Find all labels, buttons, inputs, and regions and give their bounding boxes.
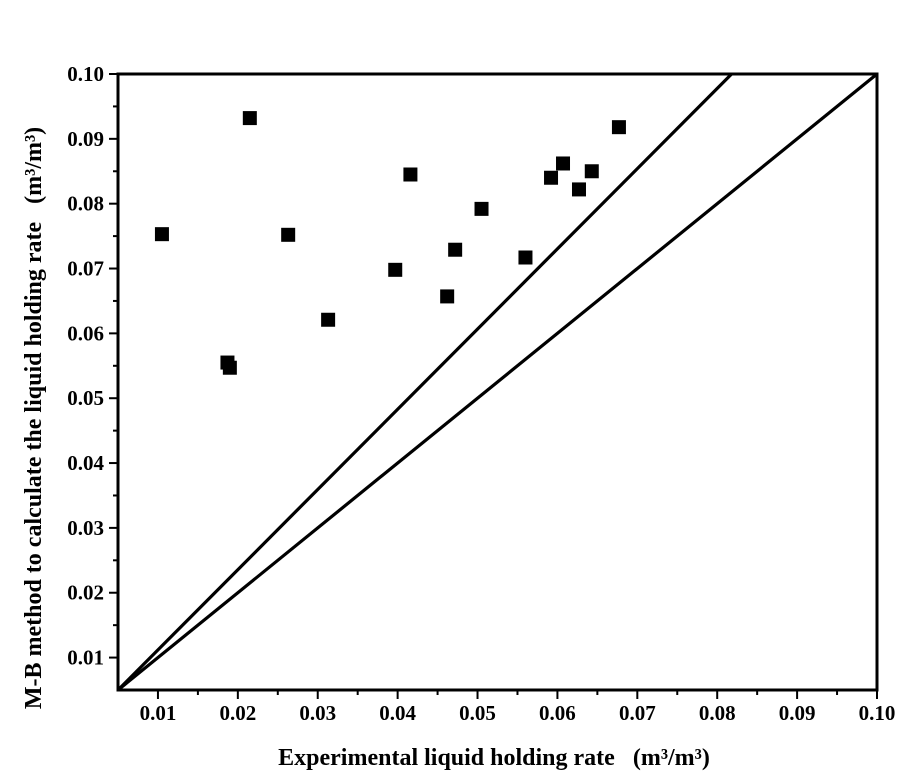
data-point	[474, 201, 489, 216]
x-tick-label: 0.03	[299, 701, 336, 725]
data-point	[448, 242, 463, 257]
lower-reference-line	[116, 72, 879, 692]
y-axis-title-unit: (m³/m³)	[21, 127, 47, 204]
data-point	[154, 227, 169, 242]
data-point	[518, 250, 533, 265]
y-tick-label: 0.01	[67, 646, 104, 670]
upper-reference-line	[116, 72, 733, 692]
y-tick-label: 0.06	[67, 321, 104, 345]
x-axis-title-text: Experimental liquid holding rate	[278, 745, 615, 771]
y-tick-label: 0.02	[67, 581, 104, 605]
x-tick-label: 0.07	[619, 701, 656, 725]
x-tick-label: 0.04	[379, 701, 416, 725]
y-tick-label: 0.03	[67, 516, 104, 540]
data-point	[281, 227, 296, 242]
data-point	[584, 164, 599, 179]
data-point	[403, 167, 418, 182]
data-point	[571, 182, 586, 197]
data-point	[544, 170, 559, 185]
x-tick-label: 0.10	[859, 701, 896, 725]
reference-lines	[116, 72, 879, 692]
y-axis-title: M-B method to calculate the liquid holdi…	[21, 127, 47, 709]
data-point	[242, 111, 257, 126]
plot-frame	[116, 72, 879, 692]
y-tick-label: 0.07	[67, 257, 104, 281]
data-point	[440, 289, 455, 304]
x-axis-title: Experimental liquid holding rate (m³/m³)	[278, 745, 710, 771]
y-tick-label: 0.09	[67, 127, 104, 151]
data-markers	[154, 111, 626, 375]
data-point	[321, 312, 336, 327]
data-point	[222, 360, 237, 375]
x-tick-label: 0.05	[459, 701, 496, 725]
y-tick-label: 0.04	[67, 451, 104, 475]
axis-ticks	[109, 73, 878, 699]
tick-labels: 0.01 0.02 0.03 0.04 0.05 0.06 0.07 0.08 0.09 0.10…	[67, 62, 895, 725]
y-tick-label: 0.08	[67, 192, 104, 216]
x-tick-label: 0.02	[219, 701, 256, 725]
data-point	[388, 262, 403, 277]
x-tick-label: 0.06	[539, 701, 576, 725]
x-tick-label: 0.09	[779, 701, 816, 725]
y-tick-label: 0.10	[67, 62, 104, 86]
x-tick-label: 0.01	[140, 701, 177, 725]
x-tick-label: 0.08	[699, 701, 736, 725]
data-point	[556, 156, 571, 171]
data-point	[611, 120, 626, 135]
y-tick-label: 0.05	[67, 386, 104, 410]
x-axis-title-unit: (m³/m³)	[633, 745, 710, 771]
y-axis-title-text: M-B method to calculate the liquid holdi…	[21, 222, 47, 710]
